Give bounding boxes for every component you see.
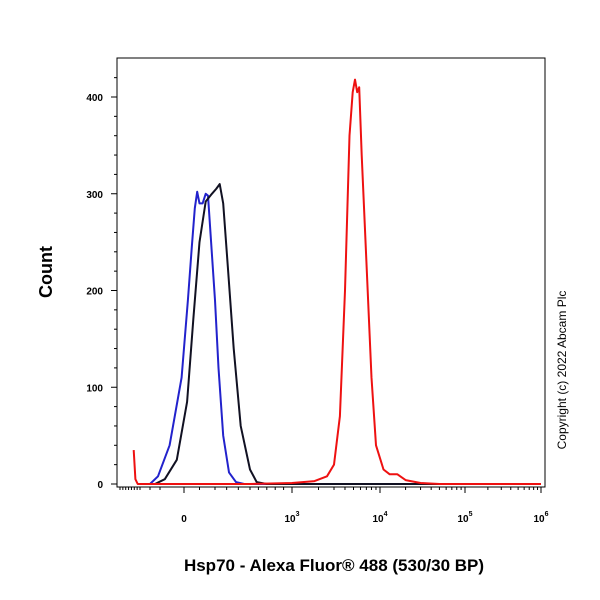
plot-frame	[116, 57, 546, 488]
series-line	[149, 190, 541, 485]
series-line	[154, 183, 541, 485]
x-tick-label: 0	[181, 514, 187, 525]
y-tick-label: 400	[86, 93, 103, 104]
x-axis-ticks: 0 103 104 105 106	[119, 487, 549, 525]
x-tick-label: 103	[284, 511, 299, 525]
x-tick-label: 105	[457, 511, 472, 525]
y-tick-label: 0	[97, 480, 103, 491]
x-axis-label: Hsp70 - Alexa Fluor® 488 (530/30 BP)	[184, 556, 484, 575]
copyright-text: Copyright (c) 2022 Abcam Plc	[555, 291, 569, 450]
y-tick-label: 100	[86, 383, 103, 394]
series-layer	[132, 78, 541, 485]
x-tick-label: 104	[372, 511, 387, 525]
y-tick-label: 200	[86, 287, 103, 298]
y-axis-label: Count	[36, 246, 56, 298]
x-tick-label: 106	[533, 511, 548, 525]
series-line	[132, 78, 541, 485]
y-tick-label: 300	[86, 190, 103, 201]
y-axis-ticks: 0 100 200 300 400	[86, 77, 117, 491]
